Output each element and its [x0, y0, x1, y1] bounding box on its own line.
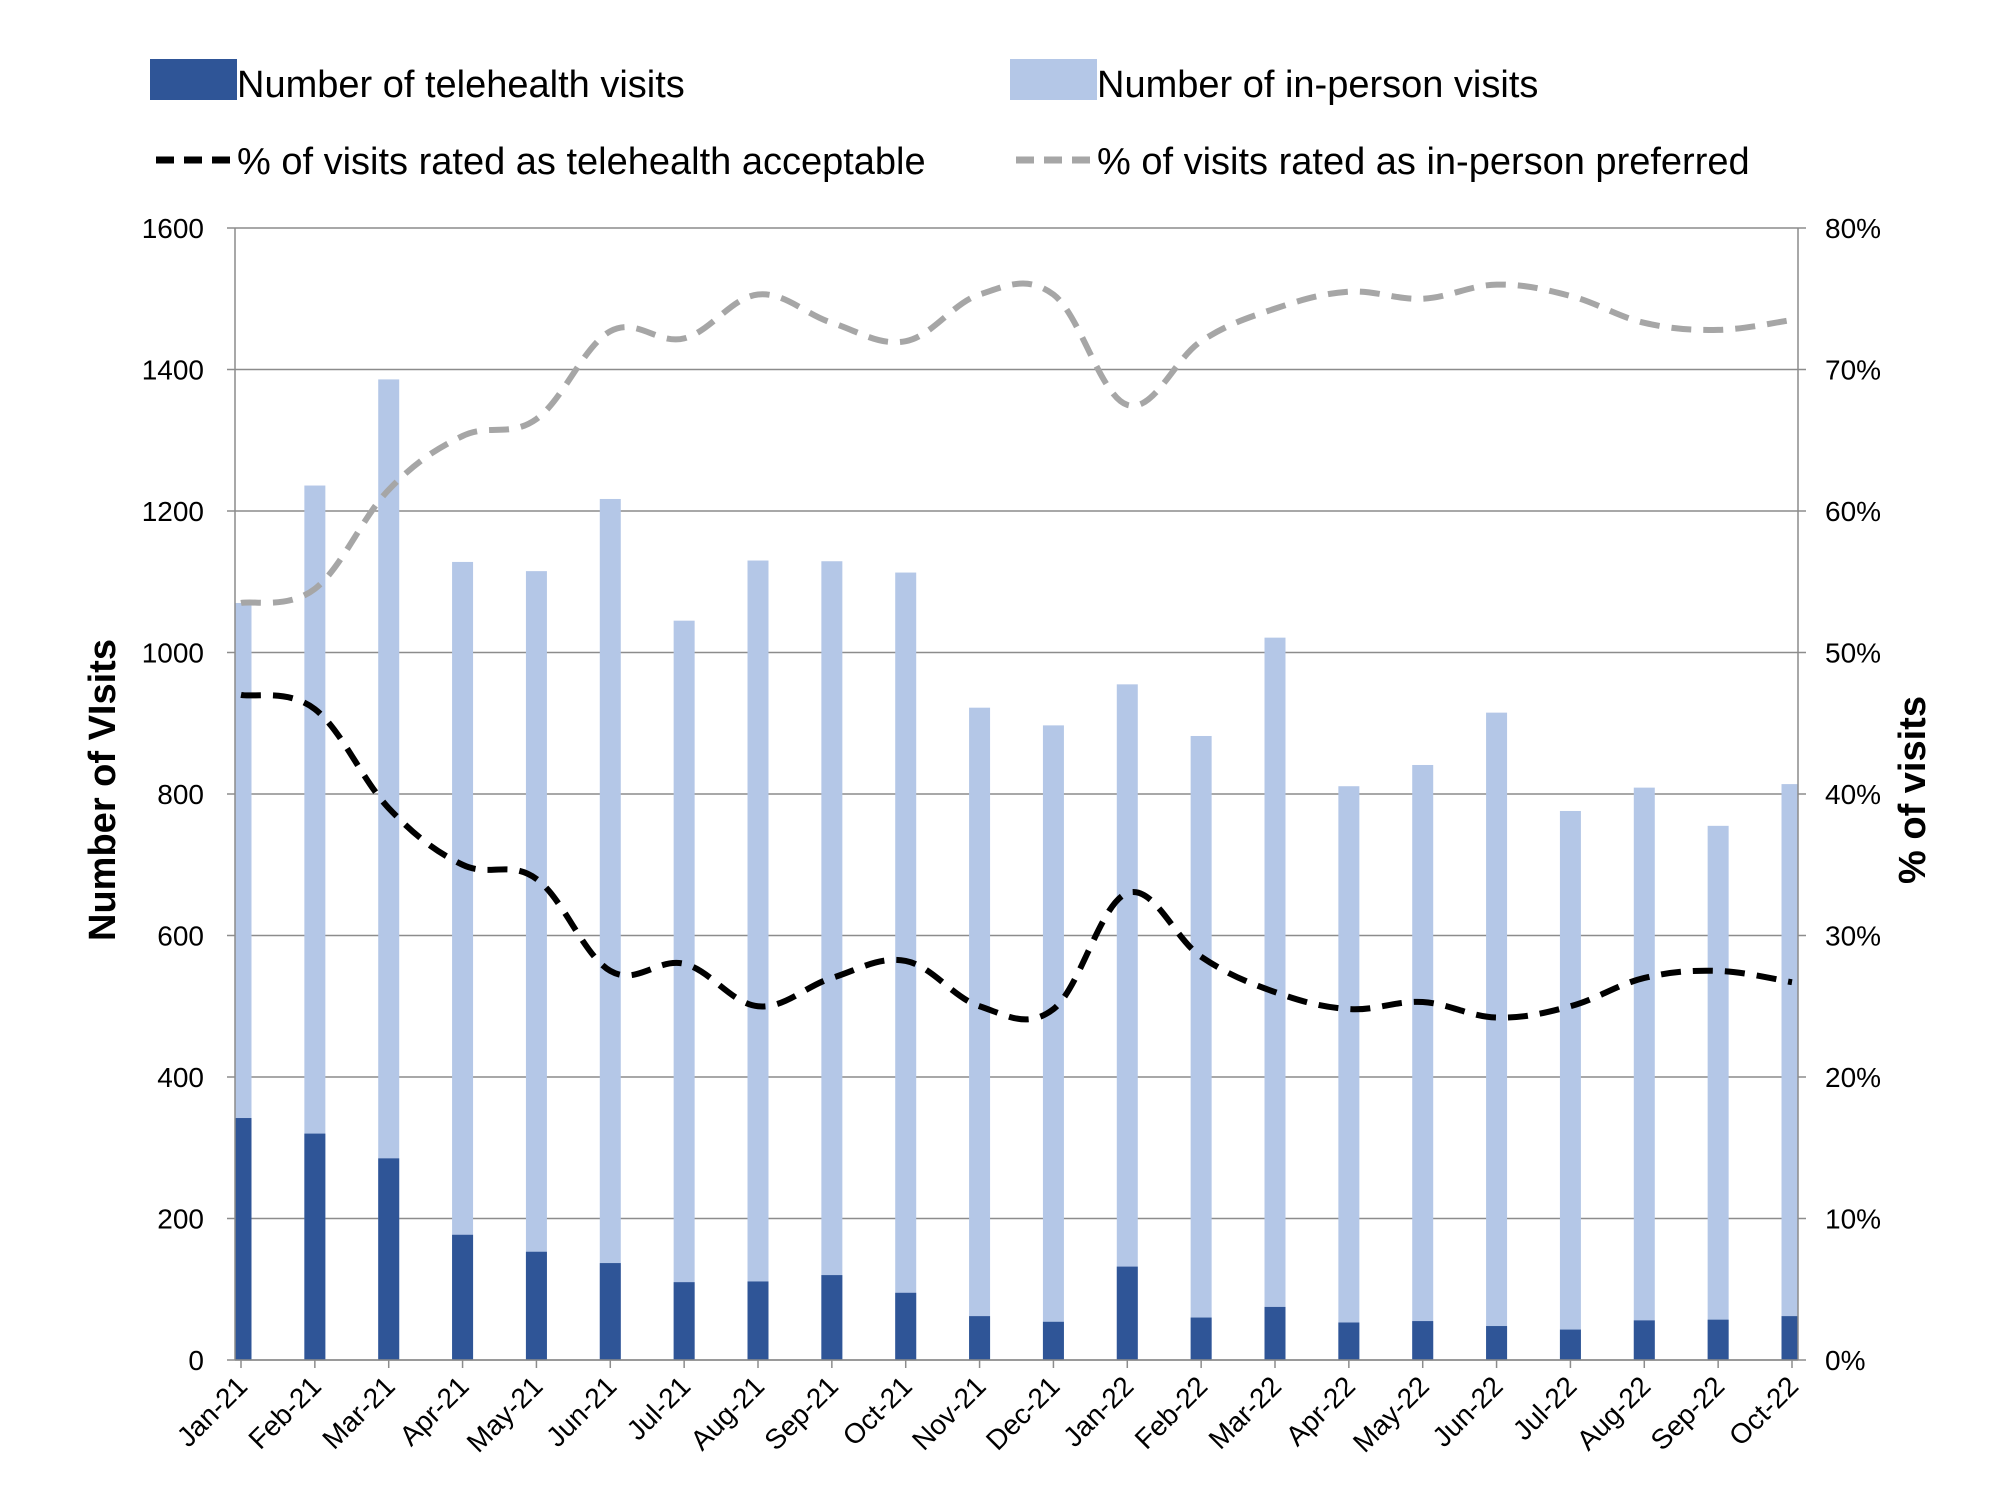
left-tick-label: 800: [157, 779, 204, 810]
in-person-bar: [969, 707, 991, 1360]
legend: Number of telehealth visits Number of in-…: [150, 59, 1750, 183]
telehealth-bar: [452, 1234, 474, 1360]
telehealth-bar: [235, 1118, 252, 1360]
left-tick-label: 1600: [142, 213, 204, 244]
in-person-bar: [378, 379, 400, 1360]
left-axis-ticks: 0 200 400 600 800 1000 1200 1400 1600: [142, 213, 204, 1376]
in-person-preferred-line: [240, 280, 1793, 606]
right-tick-label: 30%: [1825, 921, 1881, 952]
telehealth-bar: [673, 1282, 695, 1360]
in-person-bar: [1559, 810, 1581, 1360]
in-person-bar: [1781, 784, 1798, 1360]
telehealth-bar: [1486, 1326, 1508, 1360]
in-person-bar: [1264, 637, 1286, 1360]
legend-label: Number of in-person visits: [1097, 64, 1538, 106]
x-tick-label: Dec-21: [980, 1370, 1066, 1456]
in-person-bar: [821, 561, 843, 1360]
x-tick-label: Sep-22: [1645, 1370, 1731, 1456]
telehealth-bar: [378, 1158, 400, 1360]
right-axis-title: % of visits: [1892, 696, 1934, 884]
x-tick-label: Jan-21: [171, 1370, 253, 1452]
left-tick-label: 600: [157, 921, 204, 952]
telehealth-bar: [1781, 1316, 1798, 1360]
x-axis-ticks: Jan-21Feb-21Mar-21Apr-21May-21Jun-21Jul-…: [171, 1370, 1804, 1458]
left-tick-label: 1200: [142, 496, 204, 527]
right-tick-label: 70%: [1825, 355, 1881, 386]
telehealth-bars: [235, 1118, 1798, 1360]
x-tick-label: Aug-22: [1571, 1370, 1657, 1456]
telehealth-bar: [1338, 1322, 1360, 1360]
x-tick-label: May-22: [1347, 1370, 1435, 1458]
telehealth-bar: [1264, 1306, 1286, 1360]
in-person-bar: [1633, 787, 1655, 1360]
x-tick-label: Oct-22: [1723, 1370, 1804, 1451]
right-tick-label: 0%: [1825, 1345, 1865, 1376]
x-tick-label: Nov-21: [906, 1370, 992, 1456]
telehealth-bar: [1559, 1329, 1581, 1360]
right-tick-label: 60%: [1825, 496, 1881, 527]
x-tick-label: Oct-21: [837, 1370, 918, 1451]
telehealth-bar: [895, 1292, 917, 1360]
in-person-bar: [895, 572, 917, 1360]
legend-swatch: [1010, 59, 1097, 100]
in-person-bar: [1412, 764, 1434, 1360]
x-tick-label: Mar-22: [1203, 1370, 1288, 1455]
right-tick-label: 40%: [1825, 779, 1881, 810]
in-person-bar: [673, 620, 695, 1360]
x-tick-label: Feb-21: [242, 1370, 327, 1455]
left-tick-label: 1000: [142, 638, 204, 669]
x-tick-label: Jun-22: [1426, 1370, 1508, 1452]
in-person-bar: [747, 560, 769, 1360]
telehealth-bar: [821, 1275, 843, 1360]
left-tick-label: 200: [157, 1204, 204, 1235]
left-tick-label: 400: [157, 1062, 204, 1093]
x-tick-label: May-21: [461, 1370, 549, 1458]
telehealth-bar: [1707, 1319, 1729, 1360]
telehealth-bar: [525, 1251, 547, 1360]
telehealth-bar: [599, 1263, 621, 1360]
right-tick-label: 20%: [1825, 1062, 1881, 1093]
x-tick-label: Sep-21: [758, 1370, 844, 1456]
line-series: [240, 280, 1793, 1023]
legend-label: % of visits rated as telehealth acceptab…: [237, 141, 926, 183]
in-person-bar: [525, 571, 547, 1360]
telehealth-bar: [304, 1133, 326, 1360]
telehealth-bar: [1116, 1266, 1138, 1360]
telehealth-bar: [747, 1281, 769, 1360]
x-tick-label: Jun-21: [540, 1370, 622, 1452]
legend-swatch: [150, 59, 237, 100]
in-person-bar: [1116, 684, 1138, 1360]
in-person-bar: [1042, 725, 1064, 1360]
in-person-bar: [599, 498, 621, 1360]
legend-label: % of visits rated as in-person preferred: [1097, 141, 1750, 183]
right-tick-label: 10%: [1825, 1204, 1881, 1235]
axes: [227, 227, 1806, 1368]
in-person-bar: [452, 561, 474, 1360]
x-tick-label: Jan-22: [1057, 1370, 1139, 1452]
x-tick-label: Mar-21: [316, 1370, 401, 1455]
telehealth-acceptable-line: [240, 691, 1793, 1023]
telehealth-bar: [969, 1316, 991, 1360]
right-tick-label: 80%: [1825, 213, 1881, 244]
telehealth-bar: [1190, 1317, 1212, 1360]
telehealth-bar: [1633, 1320, 1655, 1360]
telehealth-bar: [1042, 1321, 1064, 1360]
right-axis-ticks: 0% 10% 20% 30% 40% 50% 60% 70% 80%: [1825, 213, 1881, 1376]
left-tick-label: 1400: [142, 355, 204, 386]
legend-label: Number of telehealth visits: [237, 64, 685, 106]
in-person-bar: [1486, 712, 1508, 1360]
left-tick-label: 0: [188, 1345, 204, 1376]
x-tick-label: Feb-22: [1129, 1370, 1214, 1455]
in-person-bar: [1190, 735, 1212, 1360]
right-tick-label: 50%: [1825, 638, 1881, 669]
left-axis-title: Number of VIsits: [82, 639, 124, 941]
in-person-bar: [1338, 786, 1360, 1360]
telehealth-bar: [1412, 1321, 1434, 1360]
in-person-bar: [1707, 825, 1729, 1360]
x-tick-label: Aug-21: [684, 1370, 770, 1456]
